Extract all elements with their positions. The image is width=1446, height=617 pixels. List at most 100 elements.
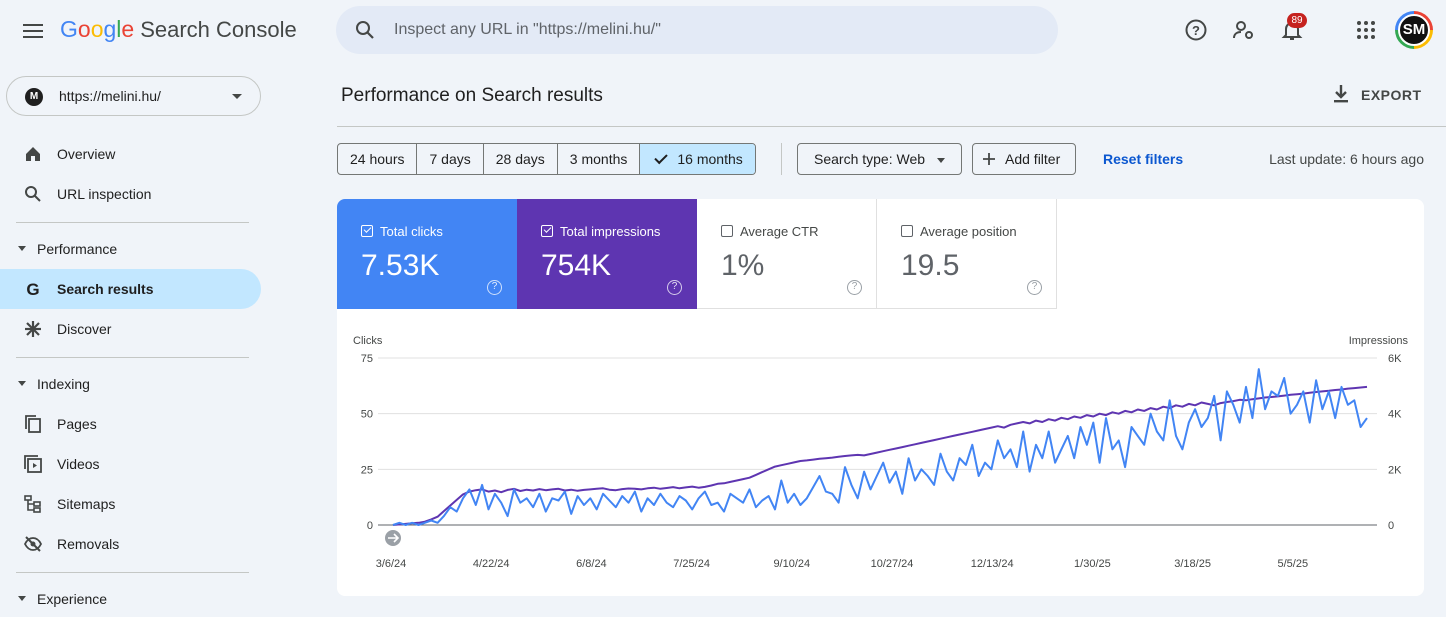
left-tick-label: 75 bbox=[361, 353, 373, 365]
right-tick-label: 2K bbox=[1388, 464, 1402, 476]
sidebar-item-search-results[interactable]: G Search results bbox=[0, 269, 261, 309]
hamburger-menu-icon[interactable] bbox=[22, 20, 44, 42]
sidebar-section-experience[interactable]: Experience bbox=[0, 579, 261, 617]
metric-tile[interactable]: Average CTR 1%? bbox=[697, 199, 877, 309]
help-icon: ? bbox=[667, 280, 682, 295]
right-tick-label: 4K bbox=[1388, 409, 1402, 421]
sidebar-section-performance[interactable]: Performance bbox=[0, 229, 261, 269]
filter-divider bbox=[781, 143, 782, 175]
section-label: Performance bbox=[37, 241, 118, 257]
sidebar-item-label: URL inspection bbox=[57, 186, 152, 202]
date-range-selector[interactable]: 24 hours 7 days 28 days 3 months 16 months bbox=[337, 143, 756, 175]
property-url: https://melini.hu/ bbox=[59, 88, 161, 104]
sidebar-item-label: Discover bbox=[57, 321, 112, 337]
search-icon bbox=[25, 186, 41, 202]
svg-text:?: ? bbox=[1192, 23, 1200, 38]
metric-name: Total impressions bbox=[560, 224, 661, 239]
date-range-option[interactable]: 28 days bbox=[484, 144, 558, 174]
logo-letter: e bbox=[121, 16, 135, 42]
x-tick-label: 6/8/24 bbox=[576, 558, 607, 570]
sidebar-item-discover[interactable]: Discover bbox=[0, 309, 261, 349]
sidebar-item-overview[interactable]: Overview bbox=[0, 134, 261, 174]
series-line-clicks bbox=[392, 368, 1368, 526]
notifications-count-badge: 89 bbox=[1287, 13, 1307, 28]
date-range-label: 28 days bbox=[495, 151, 545, 167]
logo-letter: o bbox=[77, 16, 91, 42]
metric-tile[interactable]: Total impressions 754K? bbox=[517, 199, 697, 309]
svg-text:G: G bbox=[26, 280, 39, 298]
x-tick-label: 3/6/24 bbox=[376, 558, 407, 570]
chevron-down-icon bbox=[937, 157, 946, 163]
page-title: Performance on Search results bbox=[341, 85, 603, 106]
right-tick-label: 0 bbox=[1388, 520, 1394, 532]
help-icon: ? bbox=[487, 280, 502, 295]
property-selector[interactable]: M https://melini.hu/ bbox=[6, 76, 261, 116]
sidebar-divider bbox=[16, 357, 249, 358]
x-tick-label: 3/18/25 bbox=[1174, 558, 1211, 570]
sidebar-item-videos[interactable]: Videos bbox=[0, 444, 261, 484]
date-range-label: 16 months bbox=[677, 151, 743, 167]
product-name: Search Console bbox=[140, 17, 297, 42]
date-range-option[interactable]: 24 hours bbox=[338, 144, 418, 174]
x-tick-label: 4/22/24 bbox=[473, 558, 510, 570]
export-label: EXPORT bbox=[1361, 87, 1422, 103]
logo-letter: g bbox=[103, 16, 117, 42]
sitemap-icon bbox=[24, 495, 41, 513]
right-axis-label: Impressions bbox=[1349, 335, 1409, 347]
sidebar-item-sitemaps[interactable]: Sitemaps bbox=[0, 484, 261, 524]
x-tick-label: 12/13/24 bbox=[971, 558, 1014, 570]
url-inspect-search-bar[interactable]: Inspect any URL in "https://melini.hu/" bbox=[336, 6, 1058, 54]
logo-letter: o bbox=[90, 16, 104, 42]
google-g-icon: G bbox=[26, 280, 39, 298]
sidebar-item-label: Sitemaps bbox=[57, 496, 116, 512]
metric-value: 1% bbox=[721, 249, 765, 282]
download-icon bbox=[1334, 85, 1348, 103]
sidebar-item-label: Pages bbox=[57, 416, 97, 432]
series-line-impressions bbox=[392, 385, 1368, 526]
x-tick-label: 9/10/24 bbox=[773, 558, 810, 570]
search-type-filter[interactable]: Search type: Web bbox=[797, 143, 963, 175]
date-range-option[interactable]: 7 days bbox=[417, 144, 484, 174]
metric-name: Average position bbox=[920, 224, 1017, 239]
plus-icon bbox=[983, 153, 995, 165]
caret-down-icon bbox=[18, 596, 26, 601]
logo-letter: G bbox=[60, 16, 78, 42]
help-icon: ? bbox=[1027, 280, 1042, 295]
date-range-option[interactable]: 3 months bbox=[558, 144, 641, 174]
right-tick-label: 6K bbox=[1388, 353, 1402, 365]
reset-filters-link[interactable]: Reset filters bbox=[1103, 151, 1184, 167]
metric-tile[interactable]: Average position 19.5? bbox=[877, 199, 1057, 309]
metric-checkbox bbox=[541, 225, 553, 237]
x-tick-label: 7/25/24 bbox=[673, 558, 710, 570]
search-console-logo[interactable]: Google Search Console bbox=[60, 16, 297, 43]
caret-down-icon bbox=[18, 381, 26, 386]
metric-value: 754K bbox=[541, 249, 612, 282]
search-placeholder: Inspect any URL in "https://melini.hu/" bbox=[394, 21, 661, 38]
add-filter-button[interactable]: Add filter bbox=[972, 143, 1077, 175]
user-settings-icon[interactable] bbox=[1232, 18, 1256, 42]
left-tick-label: 50 bbox=[361, 409, 373, 421]
header-divider bbox=[337, 126, 1446, 127]
eye-off-icon bbox=[24, 536, 42, 552]
metric-value: 7.53K bbox=[361, 249, 440, 282]
add-filter-label: Add filter bbox=[1005, 151, 1061, 167]
sidebar-item-removals[interactable]: Removals bbox=[0, 524, 261, 564]
date-range-option[interactable]: 16 months bbox=[640, 144, 755, 174]
arrow-right-icon bbox=[388, 533, 400, 543]
sidebar-item-label: Videos bbox=[57, 456, 100, 472]
date-range-label: 7 days bbox=[429, 151, 471, 167]
account-avatar[interactable]: SM bbox=[1395, 11, 1433, 49]
metric-checkbox bbox=[901, 225, 913, 237]
metric-checkbox bbox=[721, 225, 733, 237]
sidebar-item-url-inspection[interactable]: URL inspection bbox=[0, 174, 261, 214]
sidebar-divider bbox=[16, 222, 249, 223]
x-tick-label: 10/27/24 bbox=[871, 558, 914, 570]
sidebar-section-indexing[interactable]: Indexing bbox=[0, 364, 261, 404]
sidebar-item-pages[interactable]: Pages bbox=[0, 404, 261, 444]
metric-tile[interactable]: Total clicks 7.53K? bbox=[337, 199, 517, 309]
help-icon[interactable]: ? bbox=[1184, 18, 1208, 42]
help-icon: ? bbox=[847, 280, 862, 295]
apps-grid-icon[interactable] bbox=[1354, 18, 1378, 42]
logo-letter: l bbox=[116, 16, 122, 42]
performance-chart: Clicks Impressions 75 6K 50 4K 25 2K 0 0 3/6/24 4/2… bbox=[353, 335, 1409, 570]
